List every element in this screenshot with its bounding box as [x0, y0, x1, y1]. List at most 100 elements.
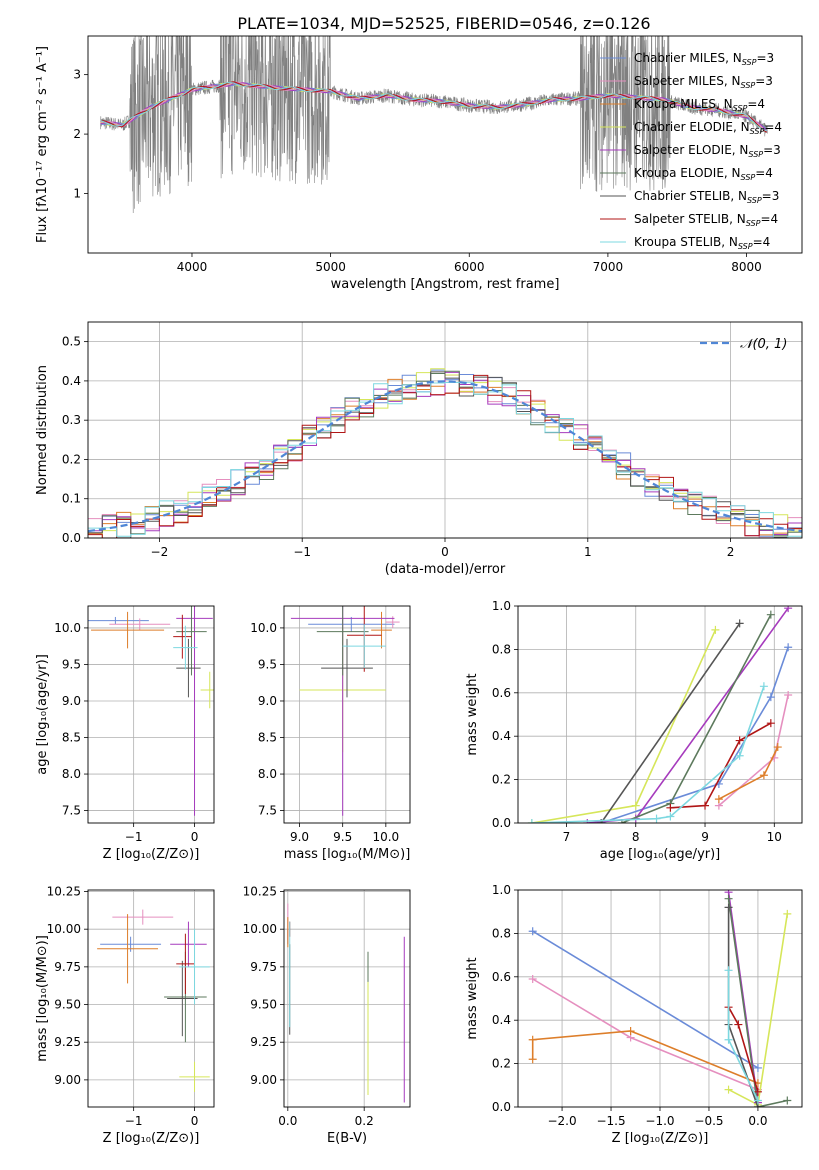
y-tick-label: 9.25	[250, 1035, 277, 1049]
legend-name: Salpeter ELODIE, N	[634, 143, 748, 157]
weight-marker	[735, 751, 744, 760]
y-tick-label: 9.75	[54, 960, 81, 974]
axes-frame	[87, 35, 803, 254]
weight-marker	[735, 619, 744, 628]
y-tick-label: 8.0	[258, 767, 277, 781]
y-axis-label: mass [log₁₀(M/M⊙)]	[35, 935, 50, 1062]
y-tick-label: 10.00	[47, 922, 81, 936]
y-tick-label: 0.6	[492, 970, 511, 984]
legend-entry: Salpeter STELIB, NSSP=4	[634, 212, 778, 228]
legend-entry: Salpeter MILES, NSSP=3	[634, 74, 773, 90]
weight-marker	[714, 795, 723, 804]
weight-marker	[783, 909, 792, 918]
legend-eq: =4	[760, 212, 778, 226]
x-tick-label: −1.0	[645, 1114, 674, 1128]
legend-name: Salpeter MILES, N	[634, 74, 741, 88]
weight-marker	[724, 1085, 733, 1094]
panel-spectrum: 4000 5000 6000 7000 8000 1 2 3 wavelength [Angst…	[35, 35, 803, 292]
x-axis-label: (data-model)/error	[385, 562, 506, 577]
weight-marker	[666, 803, 675, 812]
model-spectrum	[100, 82, 767, 132]
legend-eq: =4	[764, 120, 782, 134]
y-tick-label: 10.0	[54, 621, 81, 635]
x-tick-label: 0.0	[748, 1114, 767, 1128]
x-tick-label: 0.2	[355, 1114, 374, 1128]
x-tick-label: 2	[727, 545, 735, 559]
weight-marker	[734, 1020, 743, 1029]
x-tick-label: 9	[701, 830, 709, 844]
legend-name: Kroupa STELIB, N	[634, 235, 738, 249]
y-tick-label: 9.25	[54, 1035, 81, 1049]
legend-eq: =3	[756, 51, 774, 65]
panel-mass-vs-z: −1 0 9.00 9.25 9.50 9.75 10.00 10.25 Z [log₁₀(Z/…	[35, 885, 215, 1146]
weight-line	[718, 746, 779, 800]
y-tick-label: 9.50	[250, 998, 277, 1012]
y-axis-label: mass weight	[465, 673, 480, 755]
y-tick-label: 0.0	[62, 531, 81, 545]
legend-sub: SSP	[747, 196, 762, 205]
weight-marker	[784, 690, 793, 699]
y-tick-label: 9.75	[250, 960, 277, 974]
x-axis-label: Z [log₁₀(Z/Z⊙)]	[612, 1131, 709, 1146]
weight-marker	[753, 1087, 762, 1096]
legend-name: Chabrier ELODIE, N	[634, 120, 750, 134]
legend-entry: Chabrier MILES, NSSP=3	[634, 51, 774, 67]
x-tick-label: 0	[441, 545, 449, 559]
figure-title: PLATE=1034, MJD=52525, FIBERID=0546, z=0…	[237, 14, 650, 33]
panel-age-vs-mass: 9.0 9.5 10.0 7.5 8.0 8.5 9.0 9.5 10.0 mass [log₁₀…	[250, 605, 411, 862]
x-tick-label: 8000	[731, 260, 762, 274]
y-tick-label: 0.4	[62, 374, 81, 388]
x-tick-label: 7	[563, 830, 571, 844]
y-tick-label: 0.2	[62, 452, 81, 466]
weight-marker	[631, 801, 640, 810]
x-tick-label: 10	[767, 830, 782, 844]
legend-sub: SSP	[746, 219, 761, 228]
weight-marker	[711, 625, 720, 634]
x-tick-label: 5000	[315, 260, 346, 274]
panel-residuals: −2 −1 0 1 2 0.0 0.1 0.2 0.3 0.4 0.5 (data-model)/er…	[35, 321, 803, 577]
plot-area-residuals	[88, 368, 802, 538]
weight-marker	[784, 606, 793, 613]
x-axis-label: E(B-V)	[327, 1131, 367, 1146]
y-tick-label: 2	[73, 127, 81, 141]
y-tick-label: 0.8	[492, 642, 511, 656]
y-tick-label: 0.0	[492, 816, 511, 830]
y-tick-label: 10.0	[250, 621, 277, 635]
legend-entry: 𝒩(0, 1)	[740, 337, 787, 352]
x-tick-label: 8	[632, 830, 640, 844]
weight-marker	[652, 814, 661, 823]
axes-frame	[517, 605, 803, 824]
histogram-step	[88, 374, 802, 538]
weight-marker	[766, 693, 775, 702]
x-axis-label: wavelength [Angstrom, rest frame]	[331, 277, 560, 292]
weight-marker	[527, 819, 536, 823]
weight-marker	[753, 1096, 762, 1105]
legend-entry: Kroupa ELODIE, NSSP=4	[634, 166, 773, 182]
legend-name: Chabrier STELIB, N	[634, 189, 747, 203]
x-tick-label: −1	[125, 830, 143, 844]
x-tick-label: −1	[293, 545, 311, 559]
x-tick-label: −2	[151, 545, 169, 559]
y-tick-label: 10.25	[243, 885, 277, 899]
y-tick-label: 0.0	[492, 1100, 511, 1114]
y-tick-label: 1.0	[492, 883, 511, 897]
plot-area-age-vs-mass	[290, 606, 400, 816]
x-tick-label: −1	[125, 1114, 143, 1128]
legend-eq: =4	[747, 97, 765, 111]
y-tick-label: 0.2	[492, 773, 511, 787]
weight-line	[727, 898, 788, 1107]
y-tick-label: 8.5	[62, 731, 81, 745]
legend-eq: =3	[763, 143, 781, 157]
x-tick-label: 1	[584, 545, 592, 559]
plot-area-age-vs-z	[88, 606, 214, 816]
weight-line	[531, 1030, 759, 1084]
legend-entry: Chabrier ELODIE, NSSP=4	[634, 120, 782, 136]
y-tick-label: 0.8	[492, 926, 511, 940]
y-tick-label: 10.00	[243, 922, 277, 936]
weight-marker	[766, 719, 775, 728]
legend-eq: =3	[762, 189, 780, 203]
axes-frame	[517, 889, 803, 1108]
weight-marker	[528, 1035, 537, 1044]
x-tick-label: 10.0	[372, 830, 399, 844]
